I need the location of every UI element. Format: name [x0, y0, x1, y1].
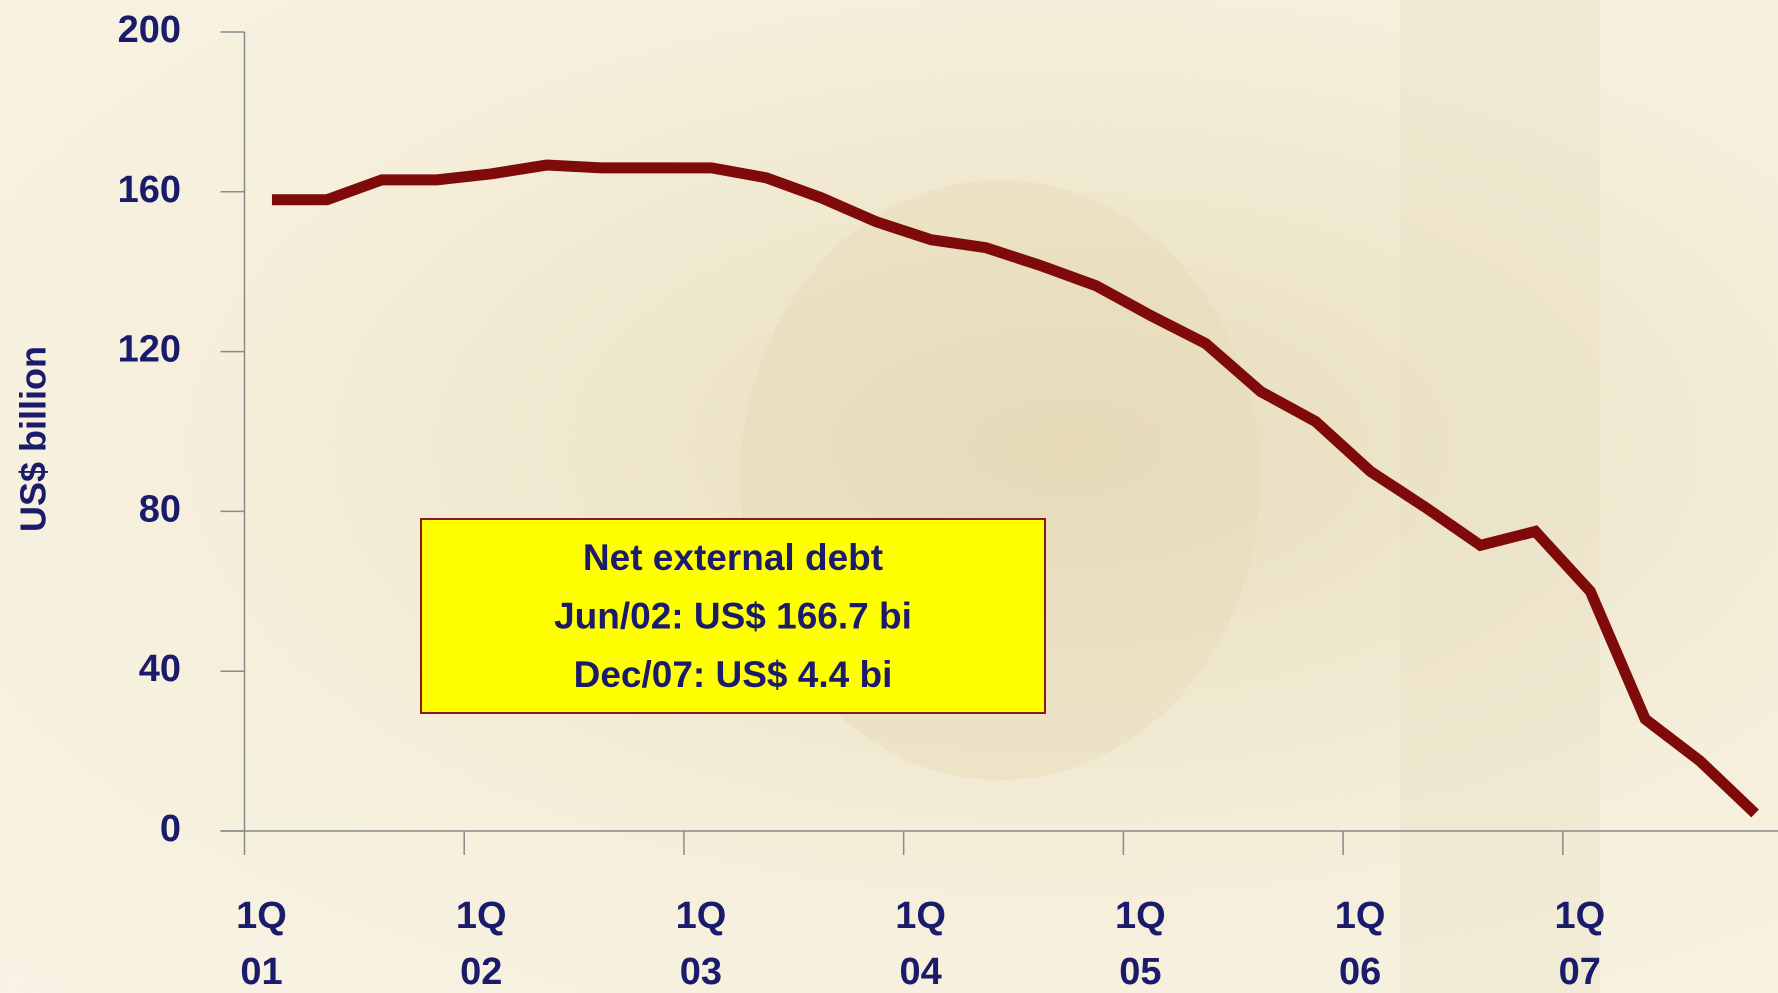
- x-tick-label: 1Q 04: [886, 888, 956, 993]
- y-tick-label: 160: [118, 169, 181, 211]
- y-tick-label: 80: [139, 488, 181, 530]
- annotation-text: Dec/07: US$ 4.4 bi: [574, 654, 893, 695]
- page: US$ billion 0 40 80 120 160 200 Net external d…: [0, 0, 1778, 993]
- y-tick-label: 40: [139, 648, 181, 690]
- annotation-text: Net external debt: [583, 537, 883, 578]
- chart: US$ billion 0 40 80 120 160 200 Net external d…: [0, 0, 1778, 993]
- x-tick-label: 1Q 06: [1325, 888, 1395, 993]
- y-tick-label: 120: [118, 329, 181, 371]
- background-band: [1400, 0, 1600, 993]
- y-tick-label: 0: [160, 808, 181, 850]
- x-tick-label: 1Q 07: [1545, 888, 1615, 993]
- x-tick-label: 1Q 05: [1105, 888, 1175, 993]
- y-tick-label: 200: [118, 9, 181, 51]
- x-tick-label: 1Q 03: [666, 888, 736, 993]
- annotation-text: Jun/02: US$ 166.7 bi: [554, 595, 912, 636]
- x-tick-label: 1Q 01: [227, 888, 297, 993]
- x-tick-label: 1Q 02: [446, 888, 516, 993]
- y-axis-label: US$ billion: [13, 346, 54, 532]
